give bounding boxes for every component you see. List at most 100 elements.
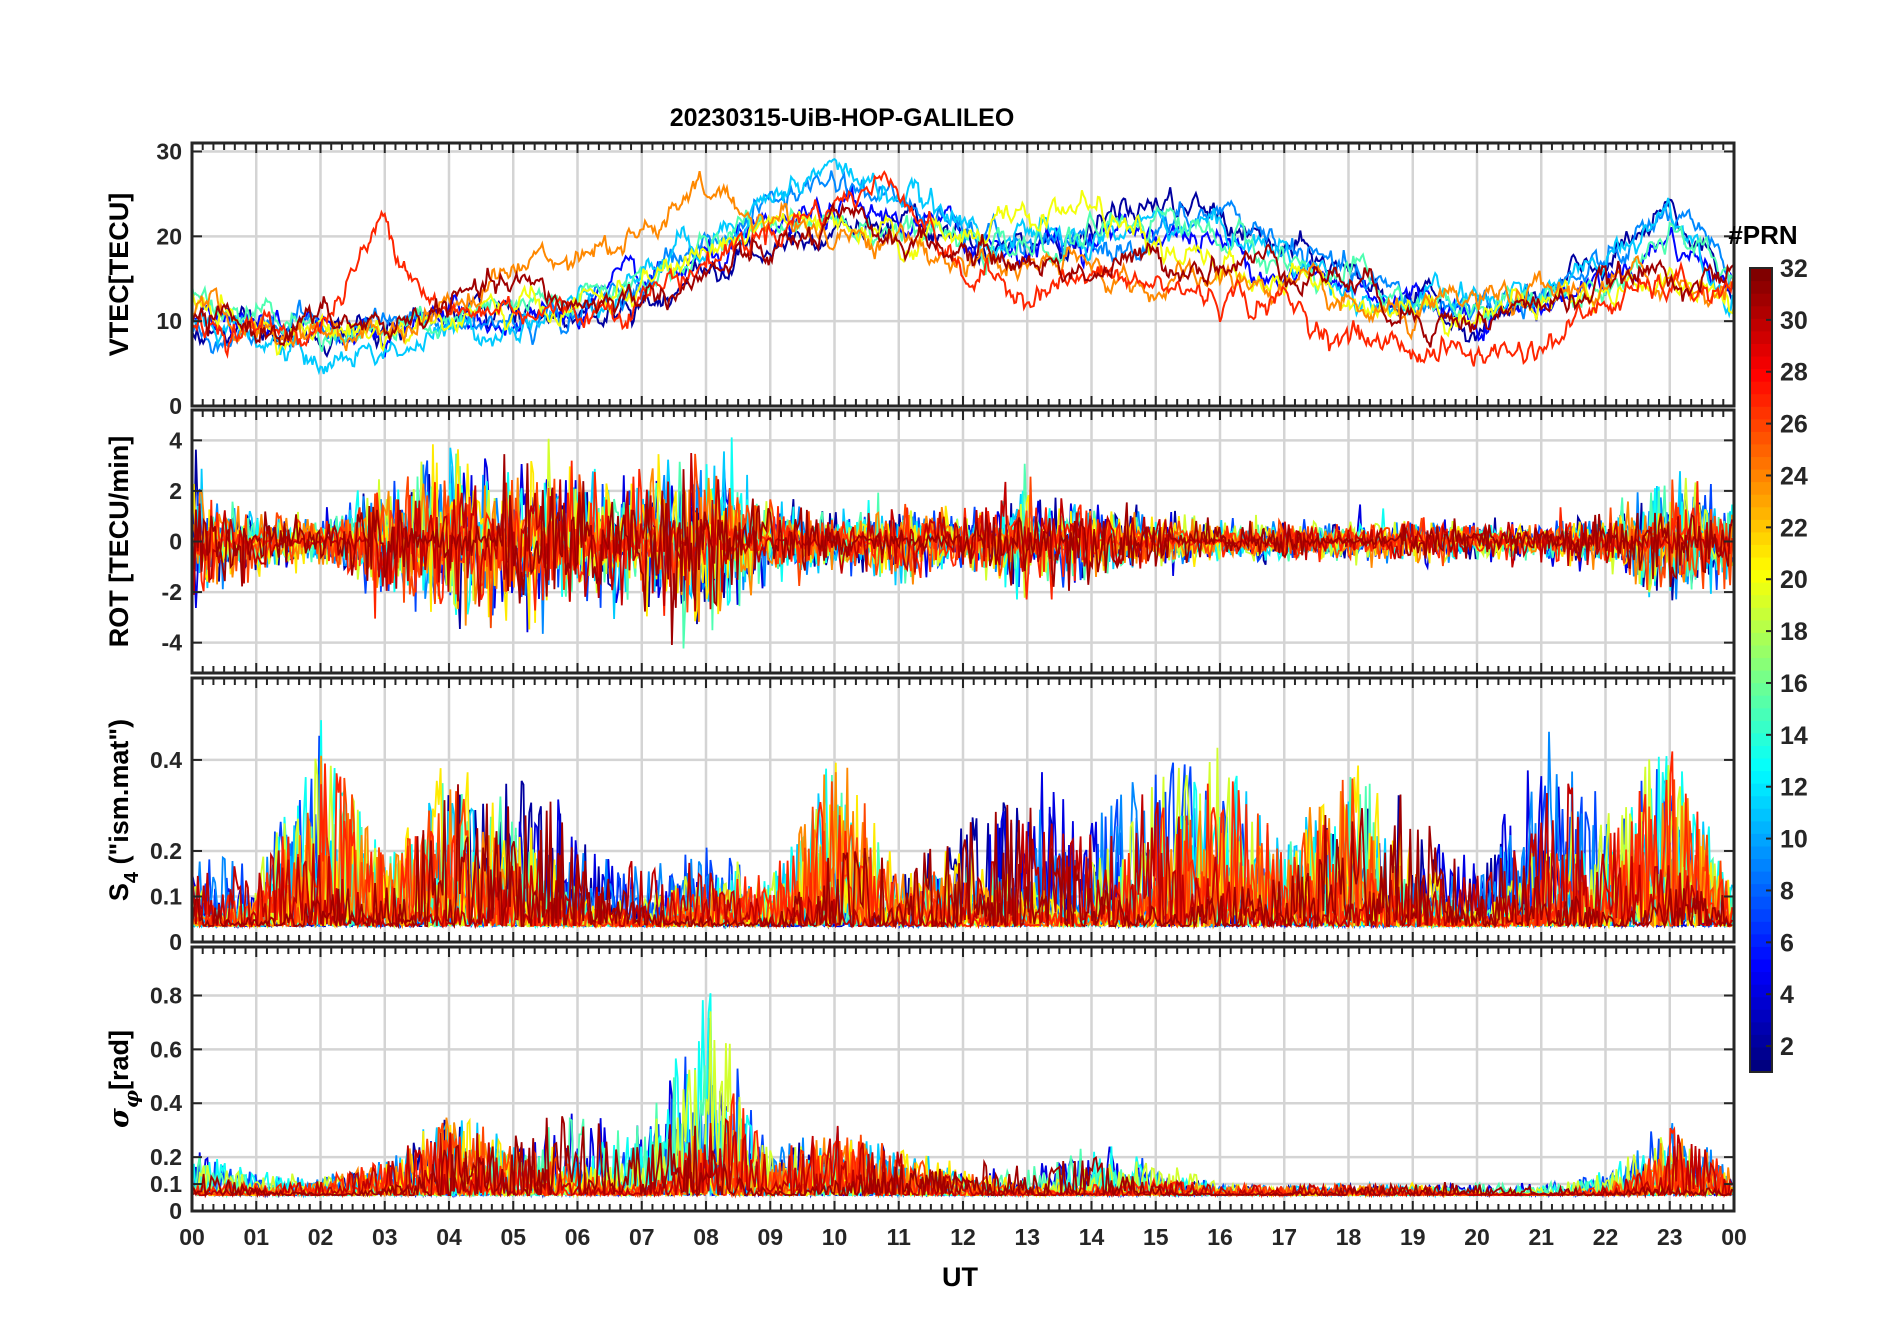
x-tick-label: 09 [757,1224,783,1250]
colorbar-tick-label: 16 [1780,670,1808,698]
colorbar-swatch [1750,670,1772,684]
colorbar-tick-label: 30 [1780,307,1808,335]
colorbar-swatch [1750,406,1772,420]
colorbar-swatch [1750,695,1772,709]
x-tick-label: 01 [243,1224,269,1250]
colorbar-swatch [1750,544,1772,558]
colorbar-swatch [1750,594,1772,608]
x-tick-label: 22 [1593,1224,1619,1250]
colorbar-swatch [1750,381,1772,395]
colorbar-swatch [1750,318,1772,332]
colorbar-swatch [1750,795,1772,809]
colorbar-swatch [1750,833,1772,847]
series-prn-20 [192,190,1734,356]
colorbar-swatch [1750,305,1772,319]
y-tick-label: 4 [169,427,182,453]
series-prn-31 [192,784,1733,930]
colorbar-swatch [1750,921,1772,935]
series-prn-11 [192,158,1734,376]
colorbar-swatch [1750,682,1772,696]
series-prn-31 [192,1116,1733,1199]
colorbar-tick-label: 20 [1780,566,1808,594]
y-axis-label-s4: S4 ("ism.mat") [104,719,143,901]
colorbar-title: #PRN [1728,220,1797,250]
colorbar-swatch [1750,481,1772,495]
y-tick-label: 0 [169,393,182,419]
colorbar-swatch [1750,1046,1772,1061]
colorbar-swatch [1750,958,1772,973]
y-tick-label: 0 [169,1198,182,1224]
colorbar-swatch [1750,1034,1772,1048]
panel-s4: 0 0.1 0.2 0.4 S4 ("ism.mat") [104,676,1736,955]
colorbar-swatch [1750,494,1772,508]
y-axis-label-sigma_phi: σφ[rad] [104,1030,143,1128]
x-tick-label: 04 [436,1224,462,1250]
colorbar-swatch [1750,908,1772,922]
colorbar-frame [1749,267,1773,1073]
colorbar-swatch [1750,845,1772,860]
y-tick-label: 0.1 [150,883,182,909]
colorbar-tick-label: 2 [1780,1033,1794,1061]
x-tick-label: 07 [629,1224,655,1250]
y-tick-label: 10 [156,308,182,334]
colorbar-swatch [1750,644,1772,659]
y-tick-label: 0.8 [150,982,182,1008]
colorbar-swatch [1750,619,1772,633]
x-tick-label: 18 [1336,1224,1362,1250]
colorbar-swatch [1750,984,1772,998]
panel-rot: -4 -2 0 2 4 ROT [TECU/min] [104,408,1736,675]
colorbar-tick-label: 26 [1780,411,1808,439]
x-tick-label: 17 [1271,1224,1297,1250]
y-tick-label: 2 [169,478,182,504]
x-axis-label: UT [942,1262,978,1292]
x-tick-label: 00 [179,1224,205,1250]
x-tick-label: 00 [1721,1224,1747,1250]
x-tick-label: 12 [950,1224,976,1250]
colorbar-swatch [1750,808,1772,822]
panel-vtec: 0 10 20 30 VTEC[TECU] [104,138,1736,419]
colorbar-swatch [1750,368,1772,382]
colorbar-swatch [1750,280,1772,294]
traces-sigma_phi [192,993,1733,1199]
x-tick-label: 03 [372,1224,398,1250]
series-prn-24 [192,171,1734,352]
colorbar-tick-label: 6 [1780,929,1794,957]
colorbar-tick-label: 22 [1780,514,1808,542]
traces-rot [192,437,1733,649]
colorbar-swatch [1750,883,1772,897]
colorbar-swatch [1750,268,1772,282]
traces-s4 [192,720,1733,930]
colorbar-swatch [1750,469,1772,483]
traces-vtec [192,158,1734,376]
chart-title: 20230315-UiB-HOP-GALILEO [670,104,1015,132]
colorbar-swatch [1750,657,1772,671]
y-tick-label: 0 [169,529,182,555]
colorbar-swatch [1750,556,1772,571]
colorbar-swatch [1750,1059,1772,1073]
colorbar-tick-label: 24 [1780,462,1808,490]
x-tick-label: 20 [1464,1224,1490,1250]
x-tick-label: 23 [1657,1224,1683,1250]
colorbar-swatch [1750,858,1772,872]
colorbar-swatch [1750,418,1772,432]
y-tick-label: 0.2 [150,838,182,864]
x-tick-label: 13 [1014,1224,1040,1250]
colorbar-swatch [1750,946,1772,960]
y-axis-label-rot: ROT [TECU/min] [104,436,134,647]
colorbar-swatch [1750,443,1772,458]
colorbar-swatch [1750,971,1772,985]
x-tick-label: 08 [693,1224,719,1250]
y-tick-label: -4 [162,630,183,656]
colorbar-swatch [1750,607,1772,621]
colorbar-swatch [1750,783,1772,797]
x-tick-label: 14 [1079,1224,1105,1250]
x-tick-label: 11 [887,1224,912,1250]
colorbar-swatch [1750,293,1772,307]
y-tick-label: 0.6 [150,1036,182,1062]
colorbar-swatch [1750,933,1772,947]
colorbar-swatch [1750,330,1772,344]
y-tick-label: -2 [162,579,182,605]
colorbar-swatch [1750,996,1772,1010]
